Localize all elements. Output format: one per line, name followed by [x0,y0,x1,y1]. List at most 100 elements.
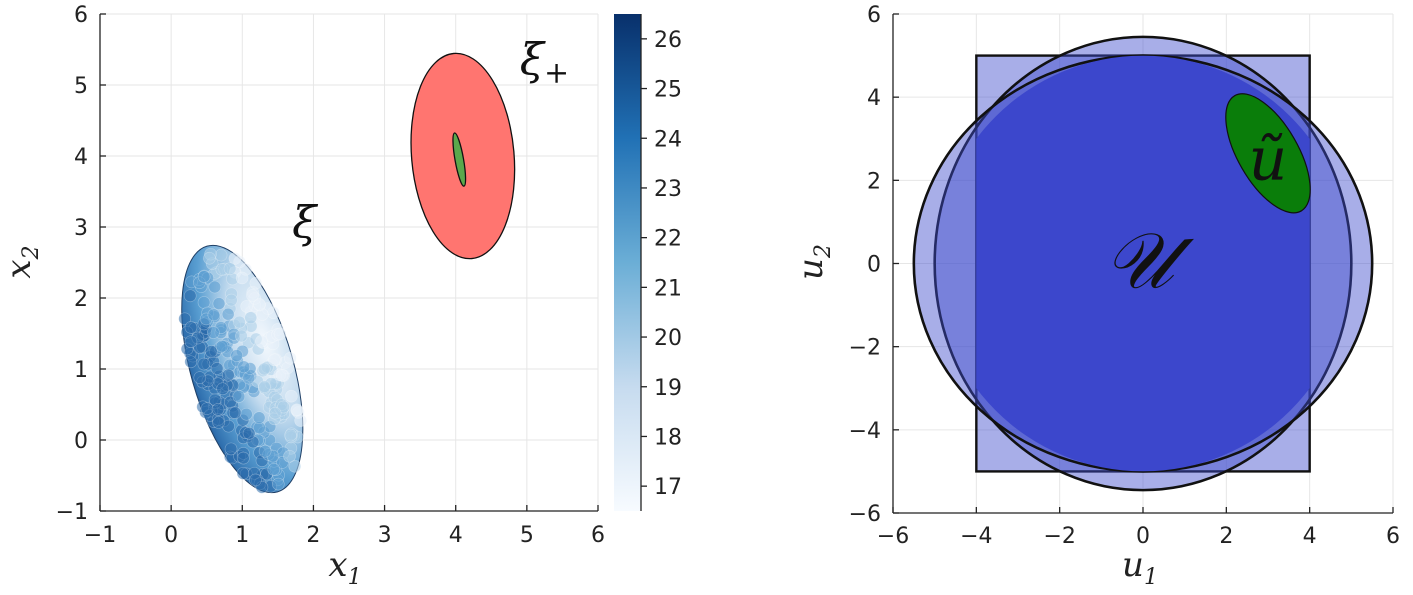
colorbar-tick-label: 23 [654,177,682,202]
xi-sample-point [197,357,211,371]
xi-sample-point [223,262,237,275]
left-x-ticks: −1 0 1 2 3 4 5 6 [84,505,605,548]
xi-plus-label: ξ+ [520,34,569,90]
xi-sample-point [249,276,263,290]
right-x-tick-label: 4 [1303,524,1317,549]
xi-sample-point [258,380,271,393]
xi-sample-point [267,463,281,476]
xi-sample-point [184,335,198,348]
xi-sample-point [212,297,226,310]
xi-sample-point [237,360,251,374]
xi-point-cloud [178,244,307,494]
right-y-tick-label: 2 [867,169,881,194]
xi-sample-point [228,252,242,265]
xi-sample-point [222,419,235,433]
right-x-ticks: −6 −4 −2 0 2 4 6 [877,507,1400,549]
right-y-tick-label: −2 [849,336,881,361]
xi-sample-point [228,406,242,420]
xi-sample-point [211,403,225,416]
left-y-tick-label: 5 [74,74,88,99]
left-marks [178,52,516,494]
xi-sample-point [224,442,238,456]
right-y-tick-label: 0 [867,253,881,278]
xi-sample-point [273,327,287,341]
xi-sample-point [249,473,262,487]
left-y-tick-label: 2 [74,287,88,312]
u-tilde-label: ũ [1249,125,1288,195]
left-y-tick-label: 1 [74,358,88,383]
xi-sample-point [240,407,253,421]
xi-sample-point [284,351,297,365]
xi-sample-point [290,403,304,417]
left-y-tick-label: 6 [74,3,88,28]
xi-label: ξ [292,198,319,249]
xi-sample-point [216,382,229,396]
left-x-tick-label: 1 [235,523,249,548]
xi-sample-point [203,251,216,265]
right-marks [912,35,1374,492]
left-x-tick-label: 5 [520,523,534,548]
xi-sample-point [242,427,256,440]
left-y-tick-label: 4 [74,145,88,170]
left-x-tick-label: 2 [306,523,320,548]
right-x-tick-label: −2 [1043,524,1075,549]
colorbar-ticks: 17 18 19 20 21 22 23 24 25 26 [641,28,682,500]
colorbar-tick-label: 22 [654,227,682,252]
xi-sample-point [235,271,249,285]
u-tilde-ellipse [1225,93,1311,214]
colorbar-tick-label: 20 [654,326,682,351]
colorbar-tick-label: 25 [654,78,682,103]
left-y-ticks: −1 0 1 2 3 4 5 6 [56,3,106,525]
xi-sample-point [208,280,222,294]
xi-sample-point [183,289,197,303]
colorbar-tick-label: 21 [654,276,682,301]
left-y-label: x2 [0,245,44,278]
xi-sample-point [193,371,207,384]
xi-sample-point [237,451,250,465]
xi-sample-point [268,353,281,367]
right-x-tick-label: 6 [1386,524,1400,549]
colorbar-tick-label: 24 [654,127,682,152]
left-grid [99,13,599,512]
left-x-tick-label: 0 [164,523,178,548]
left-x-tick-label: 6 [591,523,605,548]
xi-sample-point [230,349,243,362]
xi-sample-point [258,444,272,458]
xi-sample-point [210,362,224,375]
right-x-label: u1 [1122,545,1158,590]
xi-sample-point [184,321,198,334]
u-set-intersection [976,55,1310,472]
xi-sample-point [284,428,297,442]
right-x-tick-label: −6 [877,524,909,549]
xi-sample-point [268,406,282,420]
xi-sample-point [246,289,259,302]
xi-sample-point [207,308,221,322]
xi-sample-point [285,389,298,403]
xi-sample-point [283,449,296,463]
xi-sample-point [221,307,235,321]
xi-sample-point [235,329,248,343]
xi-sample-point [232,390,246,403]
colorbar-tick-label: 19 [654,376,682,401]
right-y-tick-label: 4 [867,86,881,111]
xi-sample-point [244,311,258,325]
left-x-tick-label: 3 [378,523,392,548]
xi-sample-point [225,293,238,307]
xi-sample-point [253,298,266,311]
right-x-tick-label: 2 [1219,524,1233,549]
right-y-tick-label: −6 [849,502,881,527]
xi-sample-point [197,270,211,283]
xi-sample-point [252,411,266,425]
right-y-label: u2 [791,244,836,280]
xi-plus-inner-ellipse [452,132,467,187]
left-x-tick-label: 4 [449,523,463,548]
xi-sample-point [184,355,198,369]
colorbar-tick-label: 26 [654,28,682,53]
xi-sample-point [255,334,268,348]
right-y-tick-label: −4 [849,419,881,444]
left-x-label: x1 [328,545,361,590]
xi-sample-point [233,315,246,329]
left-annotations: ξ ξ+ [292,34,569,248]
